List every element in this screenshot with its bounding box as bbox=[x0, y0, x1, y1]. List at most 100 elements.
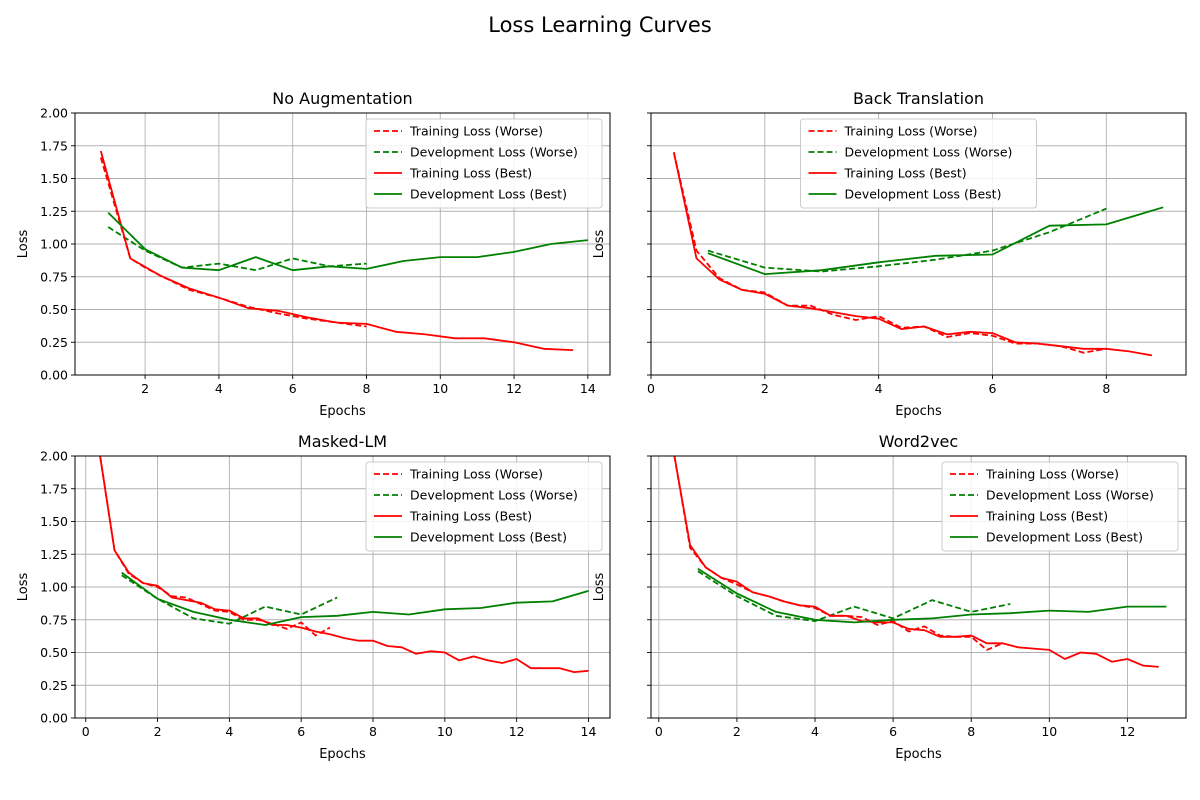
y-axis-label: Loss bbox=[16, 230, 31, 259]
subplot-1: No Augmentation 0.00 0.25 0.50 0.75 1.00 1.25 1… bbox=[16, 89, 611, 419]
legend-box bbox=[365, 118, 603, 209]
plot-frame bbox=[74, 112, 611, 376]
series-group bbox=[673, 456, 1167, 668]
x-tick-label: 2 bbox=[761, 381, 769, 396]
legend-label: Development Loss (Worse) bbox=[986, 488, 1154, 503]
series-group bbox=[99, 456, 589, 673]
legend: Training Loss (Worse) Development Loss (W… bbox=[800, 118, 1037, 209]
subplots: No Augmentation 0.00 0.25 0.50 0.75 1.00 1.25 1… bbox=[16, 89, 1187, 762]
x-axis-label: Epochs bbox=[319, 747, 366, 762]
plot-frame bbox=[74, 455, 611, 719]
y-tick-label: 1.00 bbox=[40, 580, 68, 595]
series-line bbox=[673, 456, 1159, 668]
y-tick-label: 1.75 bbox=[40, 481, 68, 496]
x-axis-label: Epochs bbox=[895, 747, 942, 762]
x-axis-label: Epochs bbox=[319, 404, 366, 419]
plot-frame bbox=[650, 112, 1187, 376]
plot-frame bbox=[650, 455, 1187, 719]
series-group bbox=[672, 152, 1164, 357]
y-tick-label: 0.00 bbox=[40, 368, 68, 383]
x-tick-label: 12 bbox=[1119, 724, 1135, 739]
x-tick-label: 4 bbox=[225, 724, 233, 739]
series-group bbox=[99, 150, 588, 351]
y-tick-label: 2.00 bbox=[40, 106, 68, 121]
y-tick-label: 0.25 bbox=[40, 335, 68, 350]
legend-label: Development Loss (Worse) bbox=[410, 488, 578, 503]
x-tick-label: 4 bbox=[875, 381, 883, 396]
series-line bbox=[707, 206, 1164, 276]
x-tick-label: 0 bbox=[655, 724, 663, 739]
legend-box bbox=[800, 118, 1037, 209]
x-tick-label: 6 bbox=[989, 381, 997, 396]
subplot-2: Back Translation 0 2 4 6 8 Epochs Loss Training … bbox=[592, 89, 1187, 419]
y-tick-label: 1.75 bbox=[40, 138, 68, 153]
subplot-title: Masked-LM bbox=[298, 432, 387, 451]
x-axis-label: Epochs bbox=[895, 404, 942, 419]
x-tick-label: 10 bbox=[1041, 724, 1057, 739]
y-tick-label: 0.75 bbox=[40, 269, 68, 284]
legend-label: Training Loss (Best) bbox=[409, 166, 532, 181]
legend-label: Training Loss (Worse) bbox=[844, 124, 978, 139]
x-tick-label: 6 bbox=[297, 724, 305, 739]
series-line bbox=[99, 150, 574, 351]
x-tick-label: 4 bbox=[811, 724, 819, 739]
x-tick-label: 8 bbox=[369, 724, 377, 739]
legend-label: Training Loss (Worse) bbox=[985, 467, 1119, 482]
y-axis-label: Loss bbox=[592, 573, 607, 602]
y-tick-label: 1.00 bbox=[40, 237, 68, 252]
series-line bbox=[697, 570, 1011, 622]
y-tick-label: 0.25 bbox=[40, 678, 68, 693]
series-line bbox=[707, 207, 1107, 273]
x-tick-label: 12 bbox=[506, 381, 522, 396]
legend-label: Development Loss (Best) bbox=[986, 530, 1143, 545]
x-tick-label: 0 bbox=[647, 381, 655, 396]
series-line bbox=[107, 226, 367, 272]
subplot-4: Word2vec 0 2 4 6 8 10 12 Epochs Loss Training Loss… bbox=[592, 432, 1187, 762]
legend-label: Training Loss (Best) bbox=[844, 166, 967, 181]
subplot-title: Back Translation bbox=[853, 89, 984, 108]
legend-box bbox=[365, 461, 603, 552]
series-line bbox=[121, 571, 589, 626]
x-tick-label: 10 bbox=[432, 381, 448, 396]
y-tick-label: 1.50 bbox=[40, 514, 68, 529]
y-tick-label: 1.25 bbox=[40, 204, 68, 219]
legend: Training Loss (Worse) Development Loss (W… bbox=[365, 461, 603, 552]
x-tick-label: 0 bbox=[82, 724, 90, 739]
x-tick-label: 8 bbox=[967, 724, 975, 739]
legend-label: Development Loss (Best) bbox=[410, 187, 567, 202]
y-tick-label: 0.50 bbox=[40, 302, 68, 317]
y-tick-label: 0.75 bbox=[40, 612, 68, 627]
x-tick-label: 6 bbox=[289, 381, 297, 396]
series-line bbox=[99, 456, 589, 673]
subplot-title: No Augmentation bbox=[272, 89, 412, 108]
y-tick-label: 1.25 bbox=[40, 547, 68, 562]
y-tick-label: 1.50 bbox=[40, 171, 68, 186]
y-tick-label: 0.00 bbox=[40, 711, 68, 726]
x-tick-label: 2 bbox=[733, 724, 741, 739]
x-tick-label: 8 bbox=[363, 381, 371, 396]
series-line bbox=[697, 567, 1167, 624]
x-tick-label: 2 bbox=[154, 724, 162, 739]
subplot-title: Word2vec bbox=[879, 432, 958, 451]
x-tick-label: 6 bbox=[889, 724, 897, 739]
legend-label: Training Loss (Best) bbox=[409, 509, 532, 524]
legend: Training Loss (Worse) Development Loss (W… bbox=[941, 461, 1179, 552]
y-tick-label: 0.50 bbox=[40, 645, 68, 660]
x-tick-label: 4 bbox=[215, 381, 223, 396]
legend-label: Development Loss (Worse) bbox=[410, 145, 578, 160]
legend-label: Training Loss (Best) bbox=[985, 509, 1108, 524]
x-tick-label: 14 bbox=[580, 381, 596, 396]
series-line bbox=[121, 574, 338, 625]
y-tick-label: 2.00 bbox=[40, 449, 68, 464]
subplot-3: Masked-LM 0.00 0.25 0.50 0.75 1.00 1.25 1.50 1.7… bbox=[16, 432, 611, 762]
legend-box bbox=[941, 461, 1179, 552]
series-line bbox=[107, 211, 588, 272]
figure-title: Loss Learning Curves bbox=[488, 13, 711, 37]
x-tick-label: 10 bbox=[437, 724, 453, 739]
x-tick-label: 12 bbox=[509, 724, 525, 739]
x-tick-label: 2 bbox=[141, 381, 149, 396]
legend: Training Loss (Worse) Development Loss (W… bbox=[365, 118, 603, 209]
y-axis-label: Loss bbox=[592, 230, 607, 259]
legend-label: Development Loss (Worse) bbox=[845, 145, 1013, 160]
